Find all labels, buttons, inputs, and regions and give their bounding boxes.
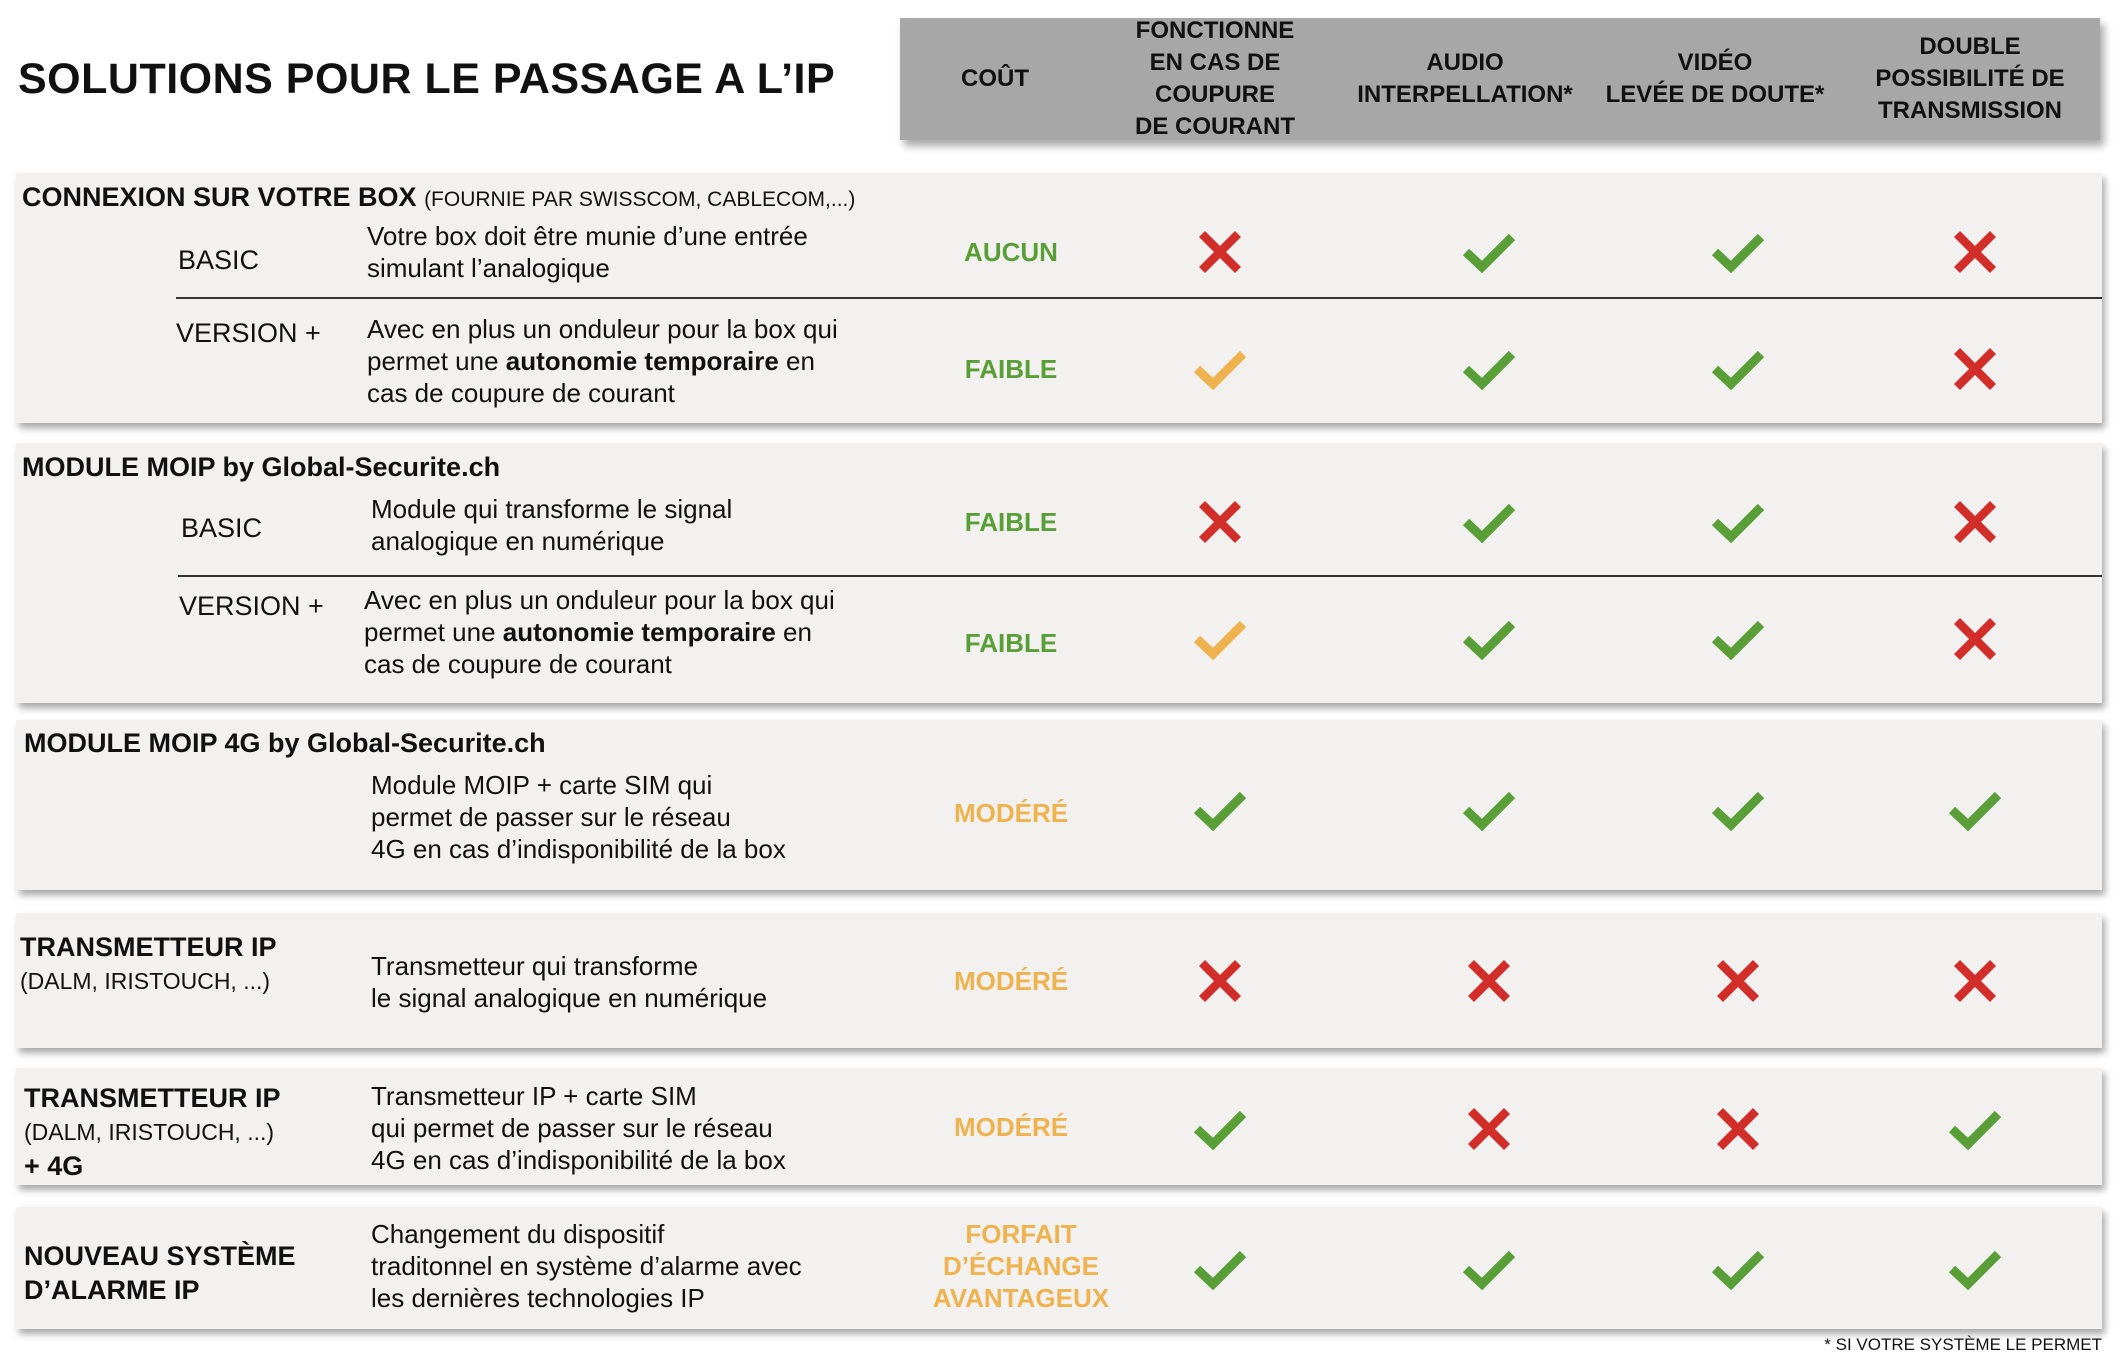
audio-check-icon — [1461, 341, 1517, 397]
section-title: CONNEXION SUR VOTRE BOX (FOURNIE PAR SWI… — [22, 182, 855, 213]
dual-transmission-cross-icon — [1947, 494, 2003, 550]
section-subtitle: (FOURNIE PAR SWISSCOM, CABLECOM,...) — [424, 188, 856, 211]
cost-value: MODÉRÉ — [953, 1112, 1069, 1142]
power-outage-check-icon — [1192, 1101, 1248, 1157]
row-description: Transmetteur IP + carte SIM qui permet d… — [371, 1081, 786, 1175]
power-outage-check-icon — [1192, 1241, 1248, 1297]
audio-cross-icon — [1461, 953, 1517, 1009]
dual-transmission-cross-icon — [1947, 341, 2003, 397]
power-outage-cross-icon — [1192, 224, 1248, 280]
header-video: VIDÉO LEVÉE DE DOUTE* — [1605, 49, 1825, 108]
variant-label: BASIC — [181, 513, 263, 543]
header-audio: AUDIO INTERPELLATION* — [1357, 49, 1573, 108]
power-outage-check-icon — [1192, 782, 1248, 838]
section-ip-transmitter: TRANSMETTEUR IP (DALM, IRISTOUCH, ...) T… — [16, 913, 2102, 1048]
variant-label: VERSION + — [179, 591, 324, 621]
audio-check-icon — [1461, 1241, 1517, 1297]
video-check-icon — [1710, 224, 1766, 280]
section-title-text: TRANSMETTEUR IP — [20, 932, 277, 962]
audio-check-icon — [1461, 224, 1517, 280]
cost-value: FAIBLE — [964, 628, 1058, 658]
section-title-text: CONNEXION SUR VOTRE BOX — [22, 182, 417, 212]
cost-value: FAIBLE — [964, 354, 1058, 384]
video-check-icon — [1710, 1241, 1766, 1297]
row-description: Transmetteur qui transforme le signal an… — [371, 951, 768, 1013]
section-title-suffix: + 4G — [24, 1151, 84, 1181]
audio-cross-icon — [1461, 1101, 1517, 1157]
cost-value: MODÉRÉ — [953, 966, 1069, 996]
footnote: * SI VOTRE SYSTÈME LE PERMET — [1824, 1335, 2102, 1354]
row-description: Avec en plus un onduleur pour la box qui… — [367, 314, 838, 408]
header-cost: COÛT — [961, 65, 1029, 92]
row-description: Module qui transforme le signal analogiq… — [371, 494, 733, 556]
video-cross-icon — [1710, 1101, 1766, 1157]
row-description: Votre box doit être munie d’une entrée s… — [367, 221, 808, 283]
audio-check-icon — [1461, 494, 1517, 550]
video-check-icon — [1710, 341, 1766, 397]
power-outage-check-icon — [1192, 341, 1248, 397]
row-description: Changement du dispositif traditonnel en … — [371, 1219, 802, 1313]
section-moip-module: MODULE MOIP by Global-Securite.ch BASIC … — [16, 443, 2102, 703]
video-check-icon — [1710, 611, 1766, 667]
audio-check-icon — [1461, 611, 1517, 667]
page-title: SOLUTIONS POUR LE PASSAGE A L’IP — [18, 55, 836, 103]
section-subtitle: (DALM, IRISTOUCH, ...) — [20, 968, 271, 994]
header-power-outage: FONCTIONNE EN CAS DE COUPURE DE COURANT — [1135, 17, 1295, 140]
section-title-text: TRANSMETTEUR IP — [24, 1083, 281, 1113]
row-divider — [176, 297, 2102, 299]
section-title: TRANSMETTEUR IP (DALM, IRISTOUCH, ...) — [20, 930, 277, 998]
section-title: MODULE MOIP 4G by Global-Securite.ch — [24, 728, 546, 758]
header-dual-transmission: DOUBLE POSSIBILITÉ DE TRANSMISSION — [1875, 33, 2065, 124]
video-cross-icon — [1710, 953, 1766, 1009]
section-title: NOUVEAU SYSTÈME D’ALARME IP — [24, 1241, 296, 1305]
section-ip-transmitter-4g: TRANSMETTEUR IP (DALM, IRISTOUCH, ...) +… — [16, 1068, 2102, 1185]
cost-value: AUCUN — [964, 237, 1058, 267]
cost-value: MODÉRÉ — [953, 798, 1069, 828]
section-title: TRANSMETTEUR IP (DALM, IRISTOUCH, ...) +… — [24, 1081, 281, 1183]
section-subtitle: (DALM, IRISTOUCH, ...) — [24, 1119, 275, 1145]
audio-check-icon — [1461, 782, 1517, 838]
section-box-connection: CONNEXION SUR VOTRE BOX (FOURNIE PAR SWI… — [16, 173, 2102, 423]
dual-transmission-cross-icon — [1947, 611, 2003, 667]
column-header-bar: COÛT FONCTIONNE EN CAS DE COUPURE DE COU… — [900, 17, 2100, 140]
power-outage-cross-icon — [1192, 494, 1248, 550]
dual-transmission-check-icon — [1947, 1241, 2003, 1297]
variant-label: BASIC — [178, 245, 260, 275]
video-check-icon — [1710, 782, 1766, 838]
row-divider — [178, 575, 2102, 577]
video-check-icon — [1710, 494, 1766, 550]
power-outage-check-icon — [1192, 611, 1248, 667]
section-moip-4g-module: MODULE MOIP 4G by Global-Securite.ch Mod… — [16, 720, 2102, 890]
cost-value: FAIBLE — [964, 507, 1058, 537]
row-description: Avec en plus un onduleur pour la box qui… — [364, 585, 835, 679]
dual-transmission-cross-icon — [1947, 953, 2003, 1009]
power-outage-cross-icon — [1192, 953, 1248, 1009]
cost-value: FORFAIT D’ÉCHANGE AVANTAGEUX — [932, 1219, 1110, 1313]
dual-transmission-check-icon — [1947, 1101, 2003, 1157]
row-description: Module MOIP + carte SIM qui permet de pa… — [371, 770, 786, 864]
dual-transmission-cross-icon — [1947, 224, 2003, 280]
dual-transmission-check-icon — [1947, 782, 2003, 838]
section-new-alarm-system: NOUVEAU SYSTÈME D’ALARME IP Changement d… — [16, 1207, 2102, 1329]
variant-label: VERSION + — [176, 318, 321, 348]
section-title: MODULE MOIP by Global-Securite.ch — [22, 452, 501, 482]
